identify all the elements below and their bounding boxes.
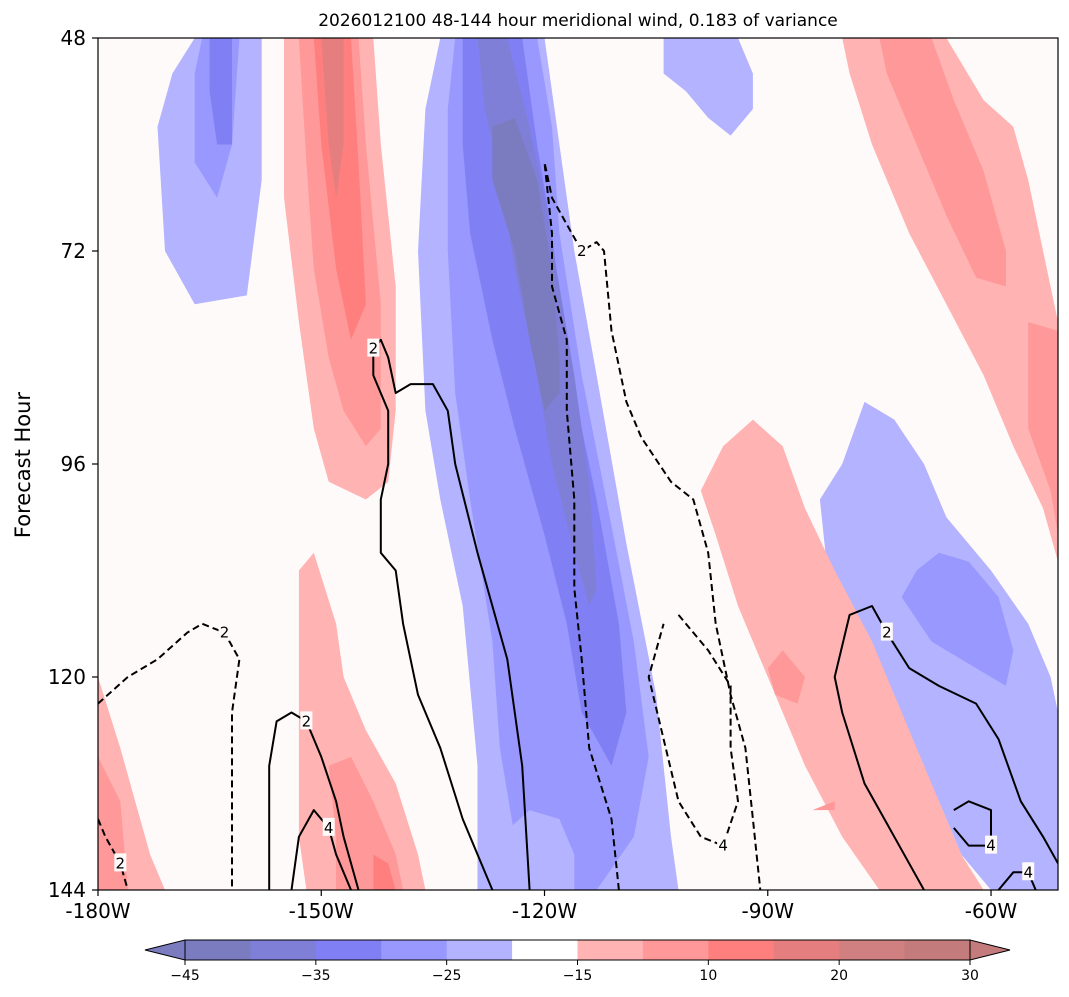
- contour-label: 2: [220, 624, 230, 642]
- colorbar-segment: [904, 940, 971, 960]
- negative-band-atlantic-10: [901, 552, 1014, 686]
- x-tick-label: -180W: [65, 899, 130, 923]
- x-axis: -180W -150W -120W -90W -60W: [65, 890, 1017, 923]
- solid-contour-central-inner: [290, 809, 352, 890]
- x-tick-label: -90W: [742, 899, 795, 923]
- solid-contour-atlantic-corner: [997, 871, 1037, 890]
- dashed-contour-dateline-edge: [98, 818, 129, 890]
- positive-band-american-ridge-22: [767, 650, 805, 704]
- colorbar-segment: [381, 940, 448, 960]
- colorbar-segment: [250, 940, 317, 960]
- positive-band-american-ridge-21: [700, 419, 984, 890]
- colorbar-tick-label: −35: [301, 968, 331, 984]
- y-tick-label: 48: [61, 26, 86, 50]
- x-tick-label: -60W: [965, 899, 1018, 923]
- positive-band-central-pacific-18: [298, 552, 426, 890]
- colorbar-segment: [315, 940, 382, 960]
- positive-band-central-pacific-19: [328, 756, 404, 890]
- contour-label-background: [322, 817, 335, 836]
- solid-contour-atlantic-small: [953, 800, 992, 847]
- positive-band-american-ridge-23: [812, 801, 835, 811]
- colorbar-extend-low: [144, 939, 186, 961]
- dashed-contour-dateline: [98, 622, 241, 890]
- y-tick-label: 96: [61, 452, 86, 476]
- shaded-field: [98, 38, 1058, 890]
- contour-label: 2: [369, 340, 379, 358]
- positive-band-atlantic-24: [842, 38, 1058, 562]
- dashed-contour-east-pacific: [543, 161, 762, 890]
- colorbar-segment: [446, 940, 513, 960]
- colorbar-tick-label: 20: [830, 968, 848, 984]
- y-axis: 48 72 96 120 144: [48, 26, 98, 902]
- colorbar-tick-label: −15: [563, 968, 593, 984]
- contour-label-background: [218, 622, 231, 641]
- contour-label-background: [985, 835, 998, 854]
- positive-band-central-pacific-20: [373, 854, 396, 890]
- contour-label-background: [717, 835, 730, 854]
- contour-label: 2: [882, 624, 892, 642]
- colorbar-tick-label: 30: [961, 968, 979, 984]
- colorbar: −45−35−25−1510203040: [144, 939, 1011, 984]
- colorbar-segment: [185, 940, 252, 960]
- positive-band-atlantic-26: [1028, 322, 1058, 535]
- contour-label: 4: [1023, 863, 1033, 881]
- colorbar-segment: [642, 940, 709, 960]
- negative-band-north-pacific-2: [209, 38, 232, 145]
- contour-label-background: [880, 622, 893, 641]
- y-tick-label: 72: [61, 239, 86, 263]
- negative-band-gulf-of-alaska-8: [663, 38, 753, 136]
- colorbar-segment: [708, 940, 775, 960]
- x-tick-label: -120W: [512, 899, 577, 923]
- contour-label: 2: [577, 242, 587, 260]
- negative-band-eastern-pacific-11: [477, 810, 575, 890]
- colorbar-segment: [839, 940, 906, 960]
- colorbar-segment: [512, 940, 579, 960]
- colorbar-tick-label: −45: [170, 968, 200, 984]
- contour-label: 4: [324, 819, 334, 837]
- colorbar-segment: [773, 940, 840, 960]
- contour-label: 4: [986, 837, 996, 855]
- colorbar-extend-high: [969, 939, 1011, 961]
- colorbar-tick-label: 10: [699, 968, 717, 984]
- colorbar-tick-label: −25: [432, 968, 462, 984]
- positive-band-atlantic-25: [879, 38, 1006, 287]
- contour-label-background: [300, 711, 313, 730]
- contour-label: 2: [302, 712, 312, 730]
- x-tick-label: -150W: [289, 899, 354, 923]
- colorbar-segment: [577, 940, 644, 960]
- contour-label-background: [114, 853, 127, 872]
- y-tick-label: 144: [48, 878, 86, 902]
- contour-label: 2: [116, 854, 126, 872]
- contour-label-background: [1022, 862, 1035, 881]
- contour-label-background: [575, 241, 588, 259]
- y-tick-label: 120: [48, 665, 86, 689]
- negative-band-main-trough-7: [492, 117, 560, 411]
- dashed-contour-gulf: [647, 614, 739, 847]
- chart-title: 2026012100 48-144 hour meridional wind, …: [318, 11, 838, 31]
- negative-band-atlantic-9: [819, 401, 1058, 890]
- contour-label-background: [367, 338, 380, 357]
- contour-label: 4: [718, 837, 728, 855]
- contour-lines: 2 4 2 2 2 4 2 2 4 4: [98, 161, 1058, 890]
- y-axis-title: Forecast Hour: [11, 392, 35, 538]
- positive-band-west-ridge-15: [321, 38, 344, 198]
